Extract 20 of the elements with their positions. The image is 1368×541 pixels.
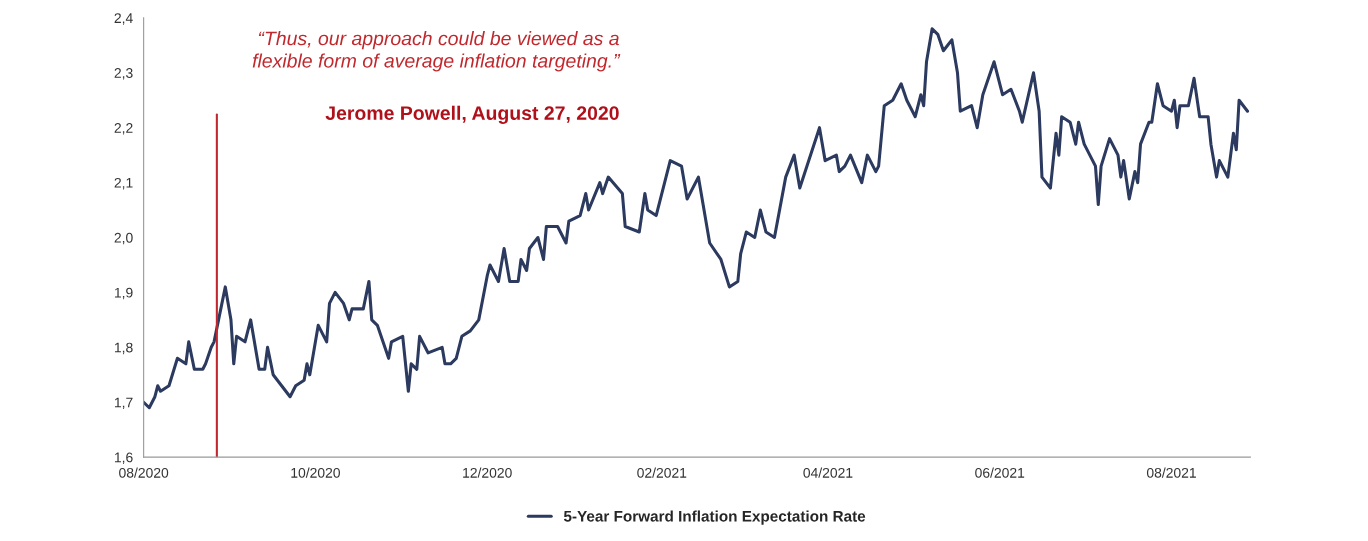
y-tick-label: 2,3	[114, 68, 133, 80]
x-tick-label: 02/2021	[637, 467, 687, 478]
x-tick-label: 06/2021	[975, 467, 1025, 478]
y-tick-label: 1,9	[114, 287, 133, 300]
y-tick-label: 1,7	[114, 397, 133, 410]
line-series	[143, 27, 1250, 410]
x-tick-label: 10/2020	[291, 467, 340, 478]
y-tick-label: 1,6	[114, 452, 133, 464]
legend-label: 5-Year Forward Inflation Expectation Rate	[563, 510, 866, 525]
x-tick-label: 04/2021	[803, 467, 853, 478]
y-tick-label: 2,4	[114, 13, 133, 25]
annotation: Jerome Powell, August 27, 2020	[325, 105, 619, 124]
y-tick-label: 1,8	[114, 342, 133, 355]
x-tick-label: 08/2021	[1146, 467, 1196, 478]
x-tick-label: 12/2020	[463, 467, 512, 478]
y-tick-label: 2,1	[114, 177, 133, 190]
y-tick-label: 2,0	[114, 232, 133, 245]
x-tick-label: 08/2020	[119, 467, 169, 478]
annotation: “Thus, our approach could be viewed as a flexible form of average inflation targeting.”	[252, 31, 621, 72]
y-tick-label: 2,2	[114, 123, 133, 135]
